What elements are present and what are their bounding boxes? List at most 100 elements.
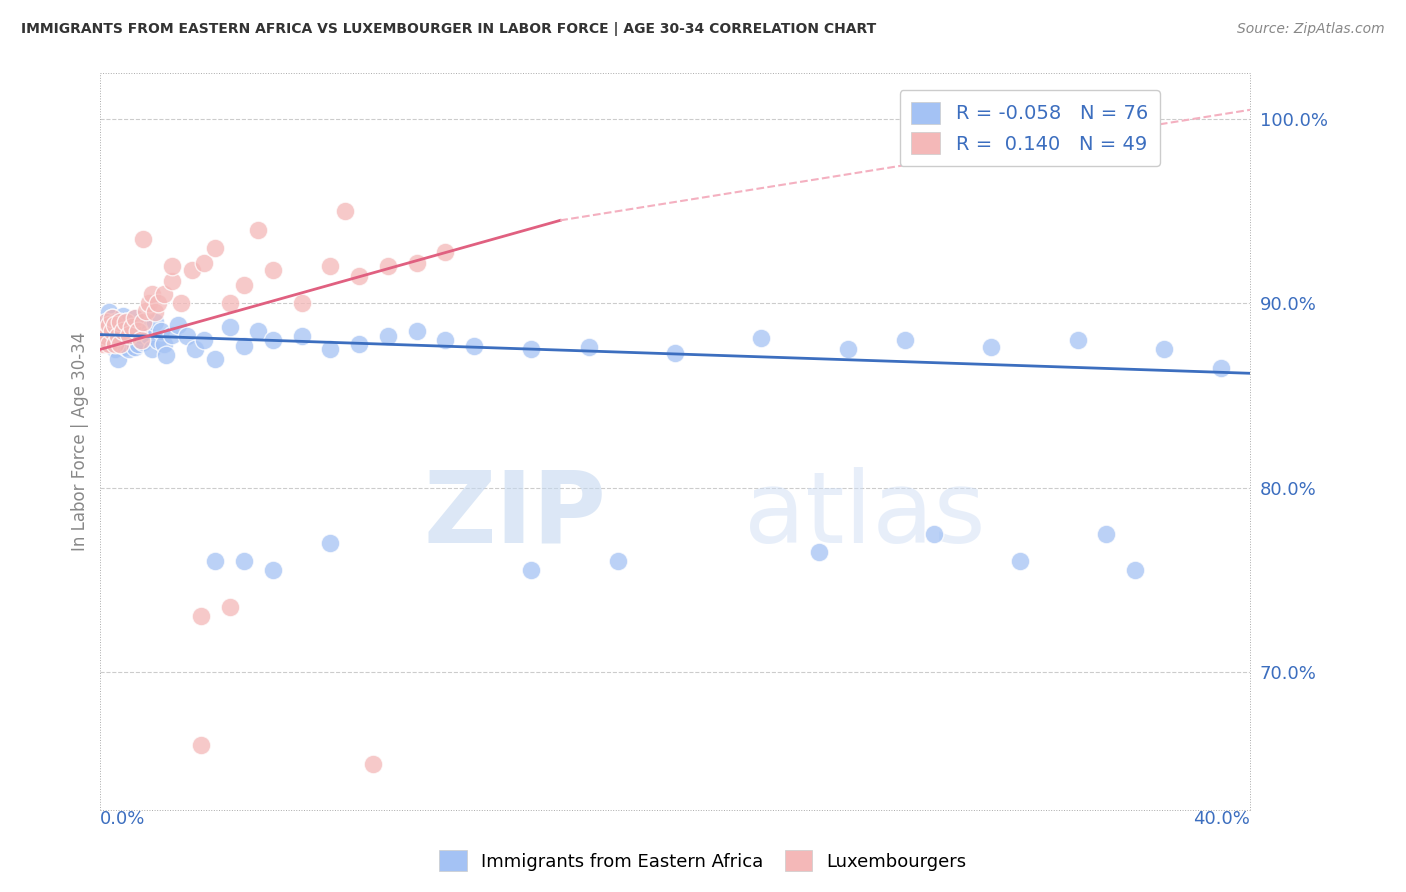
Point xyxy=(262,263,284,277)
Point xyxy=(751,331,773,345)
Point xyxy=(578,341,600,355)
Point xyxy=(377,329,399,343)
Point xyxy=(104,343,127,357)
Point xyxy=(980,341,1002,355)
Point xyxy=(146,333,169,347)
Point xyxy=(434,333,457,347)
Point xyxy=(121,320,143,334)
Point xyxy=(98,336,121,351)
Point xyxy=(127,324,149,338)
Point xyxy=(184,343,207,357)
Point xyxy=(118,327,141,342)
Point xyxy=(132,315,155,329)
Point xyxy=(107,329,129,343)
Point xyxy=(160,274,183,288)
Point xyxy=(520,343,543,357)
Point xyxy=(181,263,204,277)
Point xyxy=(176,329,198,343)
Point xyxy=(434,244,457,259)
Text: 0.0%: 0.0% xyxy=(100,810,146,828)
Point xyxy=(91,336,114,351)
Point xyxy=(141,343,163,357)
Point xyxy=(143,315,166,329)
Point xyxy=(129,333,152,347)
Legend: Immigrants from Eastern Africa, Luxembourgers: Immigrants from Eastern Africa, Luxembou… xyxy=(432,843,974,879)
Point xyxy=(347,268,370,283)
Point xyxy=(112,324,135,338)
Point xyxy=(1095,526,1118,541)
Point xyxy=(115,341,138,355)
Point xyxy=(121,318,143,333)
Point xyxy=(262,563,284,577)
Point xyxy=(319,260,342,274)
Point xyxy=(110,336,132,351)
Point xyxy=(204,241,226,255)
Point xyxy=(149,324,172,338)
Point xyxy=(218,320,240,334)
Point xyxy=(94,329,117,343)
Point xyxy=(146,296,169,310)
Point xyxy=(247,324,270,338)
Point xyxy=(155,348,177,362)
Point xyxy=(138,329,160,343)
Point xyxy=(104,336,127,351)
Point xyxy=(101,311,124,326)
Point xyxy=(193,256,215,270)
Point xyxy=(160,327,183,342)
Point xyxy=(233,339,256,353)
Point xyxy=(247,222,270,236)
Point xyxy=(127,324,149,338)
Point xyxy=(1153,343,1175,357)
Point xyxy=(124,311,146,326)
Point xyxy=(104,318,127,333)
Point xyxy=(101,324,124,338)
Point xyxy=(319,343,342,357)
Point xyxy=(107,351,129,366)
Point xyxy=(132,334,155,349)
Text: 40.0%: 40.0% xyxy=(1194,810,1250,828)
Point xyxy=(94,315,117,329)
Text: Source: ZipAtlas.com: Source: ZipAtlas.com xyxy=(1237,22,1385,37)
Point xyxy=(333,204,356,219)
Text: IMMIGRANTS FROM EASTERN AFRICA VS LUXEMBOURGER IN LABOR FORCE | AGE 30-34 CORREL: IMMIGRANTS FROM EASTERN AFRICA VS LUXEMB… xyxy=(21,22,876,37)
Point xyxy=(170,296,193,310)
Point xyxy=(91,324,114,338)
Point xyxy=(894,333,917,347)
Point xyxy=(319,536,342,550)
Point xyxy=(121,329,143,343)
Point xyxy=(129,327,152,342)
Point xyxy=(98,318,121,333)
Point xyxy=(1123,563,1146,577)
Point xyxy=(110,318,132,333)
Point xyxy=(127,336,149,351)
Point xyxy=(204,351,226,366)
Point xyxy=(143,305,166,319)
Point xyxy=(290,296,312,310)
Point xyxy=(112,309,135,323)
Point xyxy=(112,329,135,343)
Point xyxy=(377,260,399,274)
Point xyxy=(1211,360,1233,375)
Point xyxy=(98,333,121,347)
Point xyxy=(262,333,284,347)
Point xyxy=(218,600,240,615)
Point xyxy=(107,324,129,338)
Point xyxy=(115,315,138,329)
Point xyxy=(290,329,312,343)
Point xyxy=(101,336,124,351)
Point xyxy=(118,343,141,357)
Point xyxy=(837,343,859,357)
Point xyxy=(193,333,215,347)
Point xyxy=(124,341,146,355)
Point xyxy=(218,296,240,310)
Point xyxy=(347,336,370,351)
Point xyxy=(98,305,121,319)
Text: ZIP: ZIP xyxy=(423,467,606,564)
Point xyxy=(110,336,132,351)
Point xyxy=(606,554,628,568)
Point xyxy=(101,311,124,326)
Point xyxy=(160,260,183,274)
Point xyxy=(124,311,146,326)
Point xyxy=(405,324,427,338)
Point xyxy=(115,315,138,329)
